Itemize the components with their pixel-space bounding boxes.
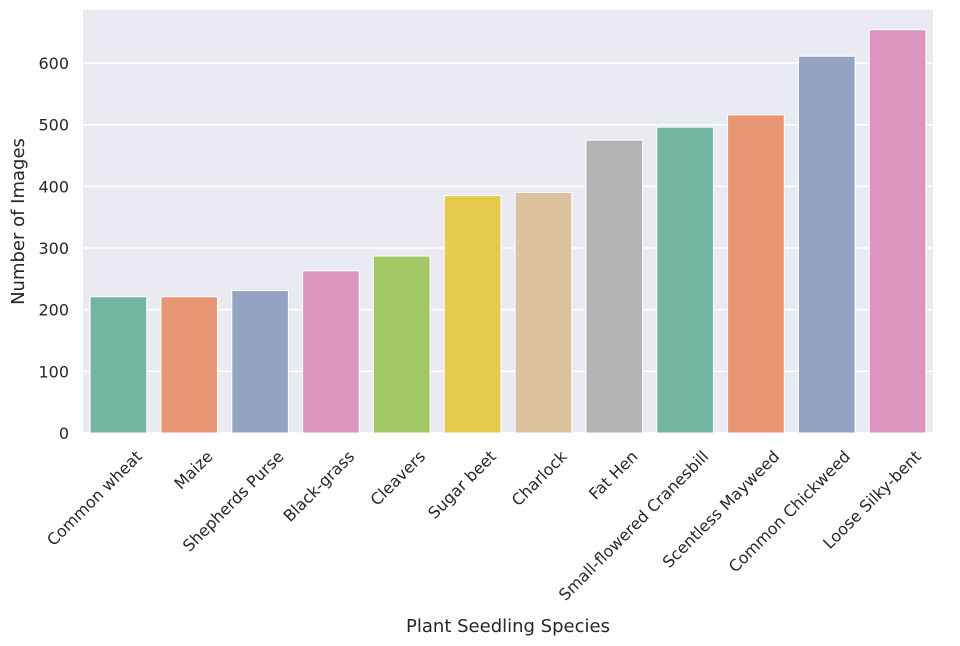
y-tick-label: 100 xyxy=(38,362,69,381)
x-tick-label: Common Chickweed xyxy=(725,447,854,576)
bar-scentless-mayweed xyxy=(727,114,785,434)
x-tick-label: Maize xyxy=(170,447,216,493)
y-tick-label: 300 xyxy=(38,239,69,258)
y-tick-label: 0 xyxy=(59,424,69,443)
y-tick-label: 400 xyxy=(38,177,69,196)
y-axis-label: Number of Images xyxy=(8,138,29,305)
y-tick-label: 600 xyxy=(38,54,69,73)
y-tick-label: 500 xyxy=(38,116,69,135)
x-axis-label: Plant Seedling Species xyxy=(406,616,610,637)
bar-common-chickweed xyxy=(797,55,856,434)
bars xyxy=(89,29,927,434)
x-tick-label: Scentless Mayweed xyxy=(659,447,784,572)
bar-black-grass xyxy=(302,270,360,434)
gridlines xyxy=(83,62,933,434)
y-tick-label: 200 xyxy=(38,301,69,320)
x-tick-label: Fat Hen xyxy=(585,447,642,504)
x-tick-label: Black-grass xyxy=(280,447,359,526)
x-tick-label: Cleavers xyxy=(366,447,429,510)
bar-maize xyxy=(160,296,219,434)
bar-loose-silky-bent xyxy=(868,29,927,434)
x-tick-label: Charlock xyxy=(508,446,571,509)
bar-common-wheat xyxy=(89,296,148,434)
bar-small-flowered-cranesbill xyxy=(656,126,714,434)
bar-sugar-beet xyxy=(443,195,502,434)
x-tick-label: Sugar beet xyxy=(424,447,500,523)
x-tick-label: Common wheat xyxy=(43,447,146,550)
plot-area xyxy=(83,10,933,433)
y-axis-ticks: 0 100 200 300 400 500 600 xyxy=(38,54,69,443)
bar-shepherds-purse xyxy=(231,290,289,434)
bar-cleavers xyxy=(372,255,431,434)
bar-fat-hen xyxy=(585,139,644,434)
bar-charlock xyxy=(514,192,573,434)
x-tick-label: Small-flowered Cranesbill xyxy=(555,447,712,604)
